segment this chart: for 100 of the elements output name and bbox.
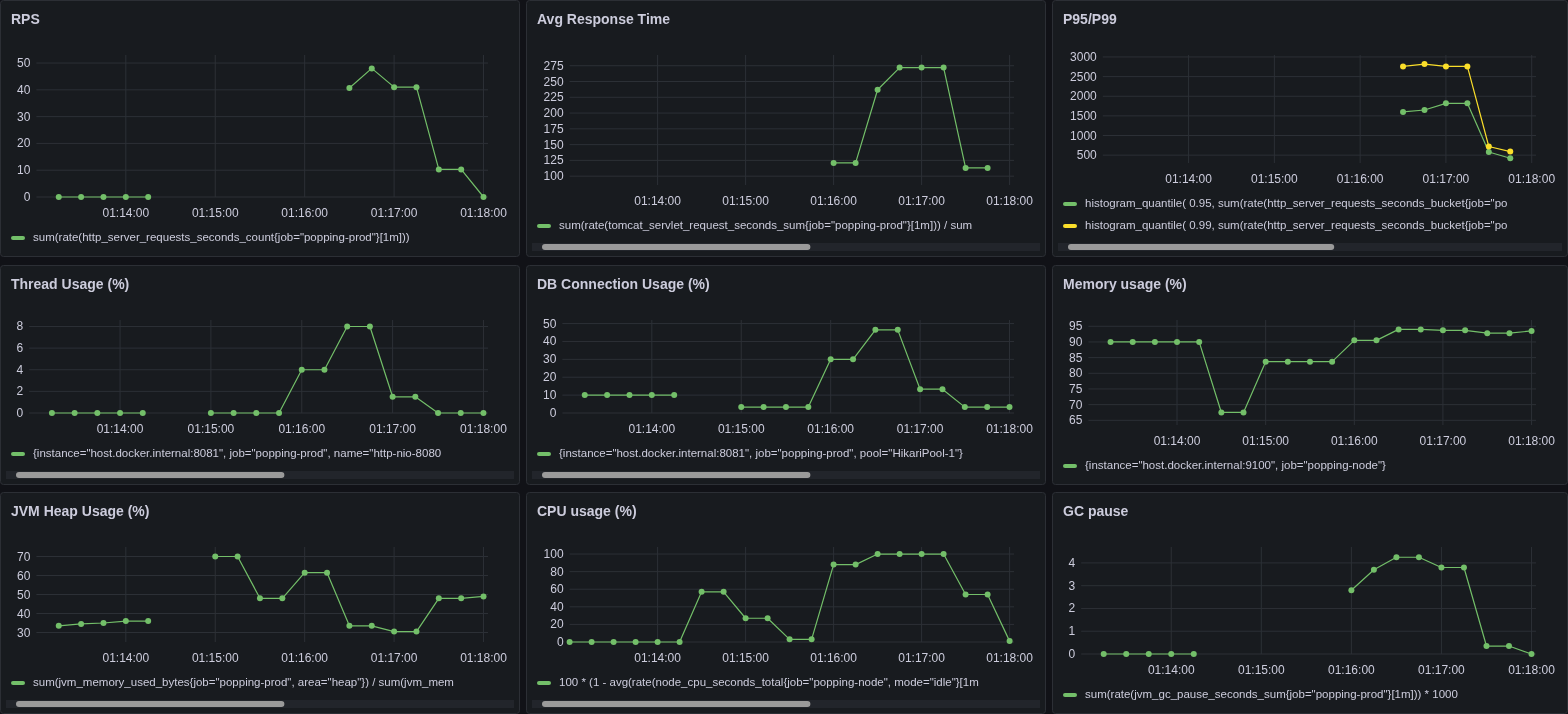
x-tick-label: 01:15:00 (191, 651, 239, 665)
point (1417, 326, 1424, 333)
point (850, 356, 857, 363)
y-tick-label: 125 (543, 153, 564, 168)
x-tick-label: 01:17:00 (370, 651, 418, 665)
point (279, 595, 286, 602)
point (720, 588, 727, 595)
point (1373, 337, 1380, 344)
x-tick-label: 01:17:00 (898, 194, 946, 208)
y-tick-label: 40 (17, 606, 31, 621)
point (321, 366, 328, 373)
x-tick-label: 01:18:00 (1508, 172, 1556, 186)
point (1240, 409, 1247, 416)
point (760, 404, 767, 411)
x-tick-label: 01:17:00 (370, 206, 418, 220)
point (1442, 63, 1449, 70)
point (301, 569, 308, 576)
y-tick-label: 85 (1069, 350, 1083, 365)
point (1262, 358, 1269, 365)
y-tick-label: 95 (1069, 319, 1083, 334)
point (1306, 358, 1313, 365)
point (435, 166, 442, 173)
y-tick-label: 40 (17, 82, 31, 97)
point (917, 386, 924, 393)
y-tick-label: 10 (543, 388, 557, 403)
point (212, 553, 219, 560)
x-tick-label: 01:15:00 (1237, 663, 1285, 677)
point (896, 64, 903, 71)
x-tick-label: 01:15:00 (1251, 172, 1299, 186)
point (1462, 327, 1469, 334)
x-tick-label: 01:15:00 (717, 422, 765, 436)
point (1442, 100, 1449, 107)
point (1145, 651, 1152, 657)
point (413, 84, 420, 91)
legend-label: sum(rate(jvm_gc_pause_seconds_sum{job="popping-prod"}[1m])) * 1000 (1085, 688, 1458, 700)
x-tick-label: 01:15:00 (191, 206, 239, 220)
x-tick-label: 01:16:00 (281, 651, 329, 665)
point (1507, 148, 1514, 155)
point (253, 410, 260, 416)
point (1505, 643, 1512, 650)
legend-label: {instance="host.docker.internal:9100", job="popping-node"} (1085, 459, 1387, 471)
x-tick-label: 01:17:00 (1419, 434, 1467, 448)
point (207, 410, 214, 416)
y-tick-label: 175 (543, 121, 564, 136)
y-tick-label: 2500 (1070, 69, 1098, 84)
chart-title: Avg Response Time (537, 11, 671, 27)
point (827, 356, 834, 363)
point (145, 194, 152, 200)
point (368, 65, 375, 72)
point (961, 404, 968, 411)
x-tick-label: 01:17:00 (369, 422, 417, 436)
y-tick-label: 50 (543, 316, 557, 331)
point (276, 410, 283, 416)
y-tick-label: 50 (17, 56, 31, 71)
point (117, 410, 124, 416)
y-tick-label: 2 (1068, 601, 1076, 616)
point (1528, 327, 1535, 334)
point (1006, 404, 1013, 411)
point (830, 561, 837, 568)
point (1485, 143, 1492, 150)
chart-title: Memory usage (%) (1063, 276, 1187, 292)
point (764, 615, 771, 622)
y-tick-label: 150 (543, 137, 564, 152)
point (1351, 337, 1358, 344)
y-tick-label: 6 (16, 341, 24, 356)
point (1284, 358, 1291, 365)
y-tick-label: 80 (1069, 366, 1083, 381)
point (738, 404, 745, 411)
point (1174, 338, 1181, 345)
point (435, 410, 442, 416)
x-tick-label: 01:18:00 (460, 422, 508, 436)
y-tick-label: 75 (1069, 381, 1083, 396)
point (896, 551, 903, 558)
y-tick-label: 4 (16, 362, 24, 377)
point (412, 393, 419, 400)
y-tick-label: 1500 (1070, 108, 1098, 123)
point (413, 628, 420, 635)
point (1168, 651, 1175, 657)
point (71, 410, 78, 416)
point (1400, 63, 1407, 70)
y-tick-label: 0 (549, 406, 557, 420)
point (1393, 554, 1400, 561)
point (874, 551, 881, 558)
x-tick-label: 01:17:00 (1418, 663, 1466, 677)
point (480, 410, 487, 416)
legend-label: histogram_quantile( 0.95, sum(rate(http_server_requests_seconds_bucket{job="po (1085, 197, 1508, 209)
point (1483, 643, 1490, 650)
x-tick-label: 01:18:00 (986, 194, 1034, 208)
x-tick-label: 01:14:00 (102, 651, 150, 665)
x-tick-label: 01:14:00 (1153, 434, 1201, 448)
y-tick-label: 30 (543, 352, 557, 367)
point (939, 386, 946, 393)
chart-title: Thread Usage (%) (11, 276, 130, 292)
y-tick-label: 40 (543, 334, 557, 349)
point (918, 551, 925, 558)
point (808, 636, 815, 643)
point (122, 618, 129, 625)
point (78, 620, 85, 627)
y-tick-label: 70 (1069, 397, 1083, 412)
point (368, 622, 375, 629)
